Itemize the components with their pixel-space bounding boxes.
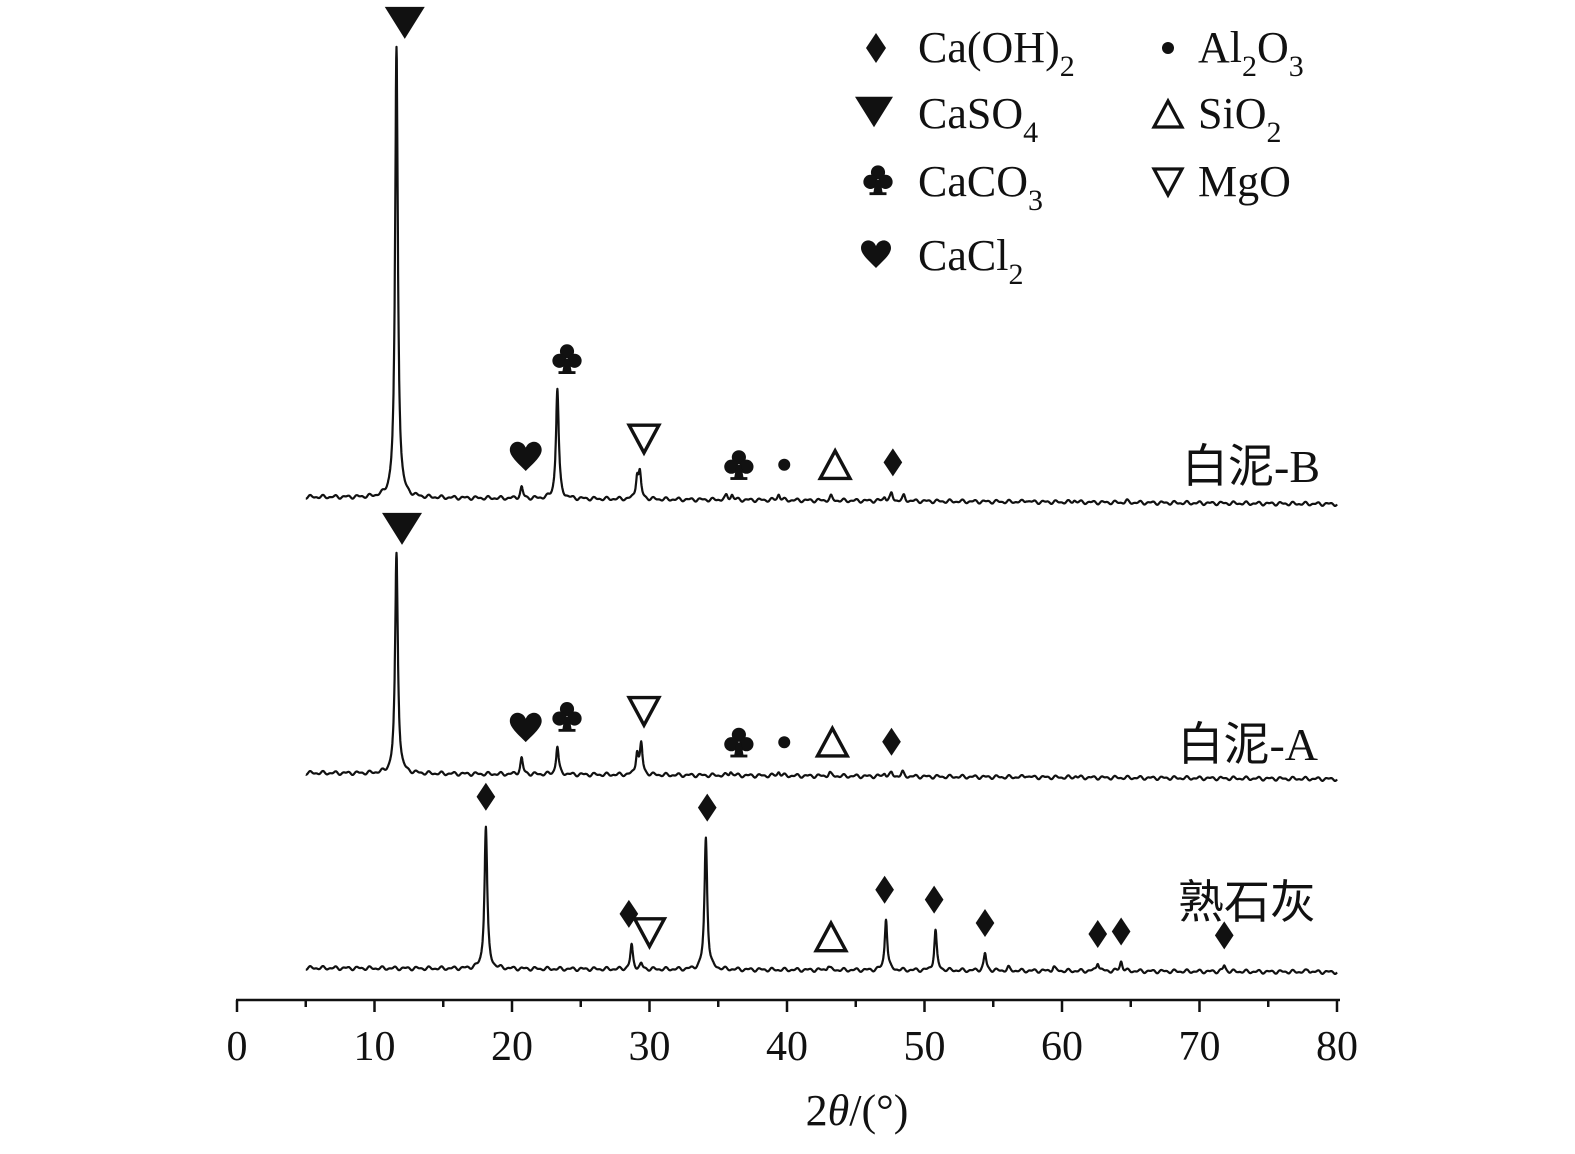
x-tick-label: 70 bbox=[1179, 1024, 1221, 1070]
series-label: 白泥-B bbox=[1182, 441, 1320, 492]
x-axis-label: 2θ/(°) bbox=[806, 1086, 909, 1135]
peak-marker-heart bbox=[509, 712, 542, 743]
peak-marker-club bbox=[724, 450, 754, 480]
legend-marker-triangle-up-open bbox=[1152, 99, 1184, 129]
x-tick-label: 40 bbox=[766, 1024, 808, 1070]
series-1: 白泥-A bbox=[304, 551, 1338, 782]
legend-entry: MgO bbox=[1152, 157, 1291, 206]
legend-marker-triangle-down-filled bbox=[855, 96, 893, 128]
peak-marker-dot bbox=[778, 458, 791, 471]
legend-entry: Ca(OH)2 bbox=[866, 23, 1075, 83]
series-2: 熟石灰 bbox=[304, 825, 1338, 975]
peak-marker-diamond bbox=[883, 448, 903, 477]
x-axis: 0 10 20 30 40 50 60 70 80 2θ/(°) bbox=[227, 998, 1359, 1135]
peak-marker-triangle-down-filled bbox=[382, 512, 422, 545]
peak-marker-diamond bbox=[1111, 917, 1131, 946]
legend-label: MgO bbox=[1198, 157, 1291, 206]
x-tick-label: 20 bbox=[491, 1024, 533, 1070]
legend-marker-triangle-down-open bbox=[1152, 167, 1184, 197]
peak-marker-heart bbox=[509, 441, 542, 472]
peak-marker-dot bbox=[778, 736, 791, 749]
legend-label: CaCl2 bbox=[918, 231, 1023, 291]
legend-marker-diamond bbox=[866, 33, 886, 63]
legend-label: CaCO3 bbox=[918, 157, 1043, 217]
peak-markers bbox=[382, 6, 1234, 953]
legend-entry: CaCO3 bbox=[863, 157, 1043, 217]
series-0: 白泥-B bbox=[304, 45, 1338, 507]
x-tick-label: 30 bbox=[629, 1024, 671, 1070]
legend-entry: CaSO4 bbox=[855, 89, 1038, 149]
legend-entry: CaCl2 bbox=[861, 231, 1023, 291]
peak-marker-triangle-up-open bbox=[814, 921, 848, 953]
legend-label: Al2O3 bbox=[1198, 23, 1304, 83]
series-line bbox=[304, 551, 1338, 782]
series-label: 熟石灰 bbox=[1178, 877, 1316, 928]
peak-marker-club bbox=[724, 727, 754, 758]
peak-marker-club bbox=[552, 702, 582, 732]
peak-marker-diamond bbox=[875, 875, 894, 904]
legend-entry: SiO2 bbox=[1152, 89, 1281, 149]
legend-entry: Al2O3 bbox=[1162, 23, 1304, 83]
legend-marker-dot bbox=[1162, 42, 1174, 54]
peak-marker-club bbox=[552, 344, 582, 374]
legend-label: Ca(OH)2 bbox=[918, 23, 1075, 83]
series-label: 白泥-A bbox=[1177, 719, 1318, 770]
series-line bbox=[304, 825, 1338, 975]
peak-marker-triangle-up-open bbox=[815, 726, 850, 758]
x-tick-label: 50 bbox=[904, 1024, 946, 1070]
x-tick-label: 0 bbox=[227, 1024, 248, 1070]
peak-marker-diamond bbox=[476, 782, 496, 811]
legend-marker-club bbox=[863, 165, 893, 196]
legend-label: SiO2 bbox=[1198, 89, 1281, 149]
peak-marker-triangle-down-open bbox=[632, 917, 667, 949]
peak-marker-triangle-down-open bbox=[627, 423, 661, 455]
series-line bbox=[304, 45, 1338, 507]
x-tick-label: 60 bbox=[1041, 1024, 1083, 1070]
peak-marker-diamond bbox=[697, 793, 717, 822]
x-tick-label: 80 bbox=[1316, 1024, 1358, 1070]
peak-marker-triangle-down-filled bbox=[384, 6, 425, 39]
peak-marker-triangle-up-open bbox=[818, 449, 852, 481]
x-tick-label: 10 bbox=[354, 1024, 396, 1070]
peak-marker-triangle-down-open bbox=[627, 695, 661, 727]
legend-marker-heart bbox=[861, 240, 891, 268]
peak-marker-diamond bbox=[924, 885, 944, 914]
x-axis-tick-labels: 0 10 20 30 40 50 60 70 80 bbox=[227, 1024, 1359, 1070]
legend-label: CaSO4 bbox=[918, 89, 1038, 149]
peak-marker-diamond bbox=[975, 908, 995, 937]
peak-marker-diamond bbox=[1088, 919, 1108, 948]
series-group: 白泥-B 白泥-A 熟石灰 bbox=[304, 45, 1338, 975]
peak-marker-diamond bbox=[882, 727, 901, 756]
x-axis-ticks bbox=[235, 1000, 1339, 1012]
